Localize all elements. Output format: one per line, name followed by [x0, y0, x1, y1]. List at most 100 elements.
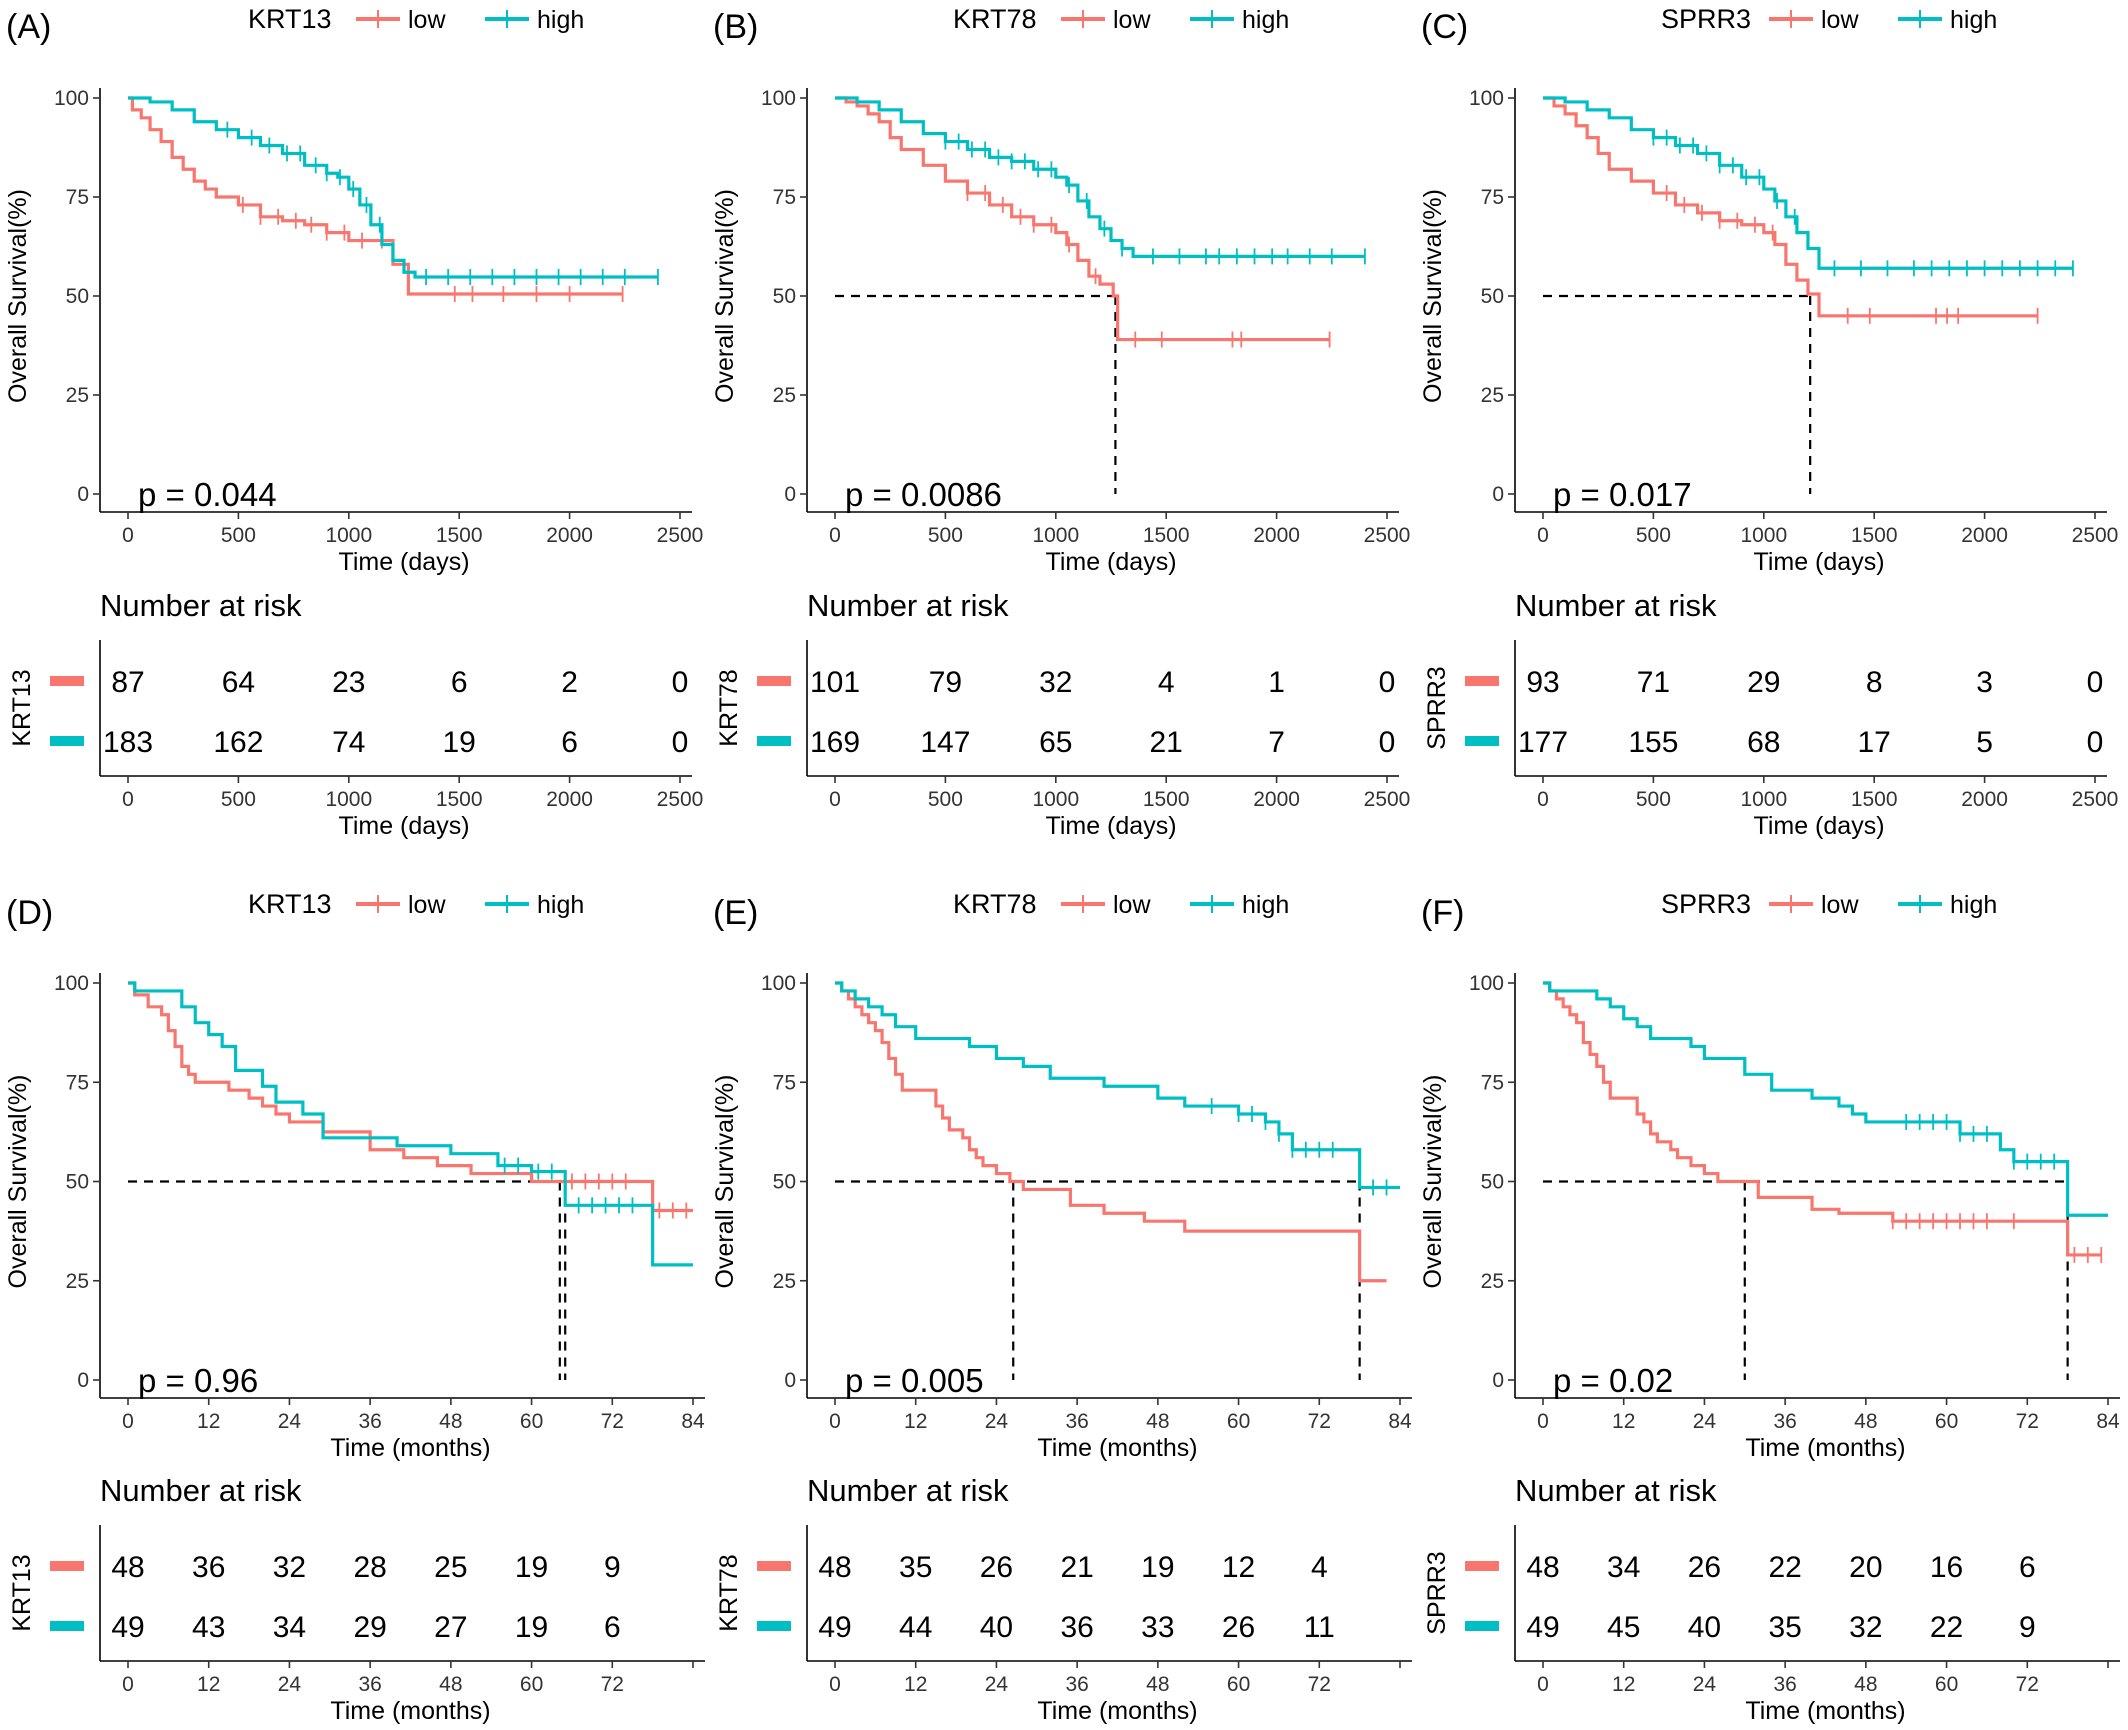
risk-x-tick-label: 72 [2016, 1673, 2039, 1696]
legend-label-low: low [408, 6, 446, 34]
risk-row-swatch-low [1465, 1561, 1499, 1571]
risk-count: 4 [1311, 1551, 1328, 1584]
risk-count: 1 [1268, 666, 1285, 699]
legend-label-high: high [1950, 891, 1997, 919]
risk-count: 44 [899, 1611, 932, 1644]
p-value: p = 0.02 [1553, 1362, 1673, 1399]
y-tick-label: 100 [54, 87, 89, 110]
risk-count: 93 [1526, 666, 1559, 699]
risk-x-tick-label: 2000 [1253, 788, 1300, 811]
risk-x-tick-label: 0 [829, 1673, 841, 1696]
risk-count: 29 [1747, 666, 1780, 699]
risk-stratum-label: SPRR3 [1423, 1551, 1451, 1634]
risk-row-swatch-high [757, 736, 791, 746]
risk-count: 23 [332, 666, 365, 699]
risk-x-tick-label: 2500 [657, 788, 704, 811]
x-tick-label: 0 [122, 524, 134, 547]
survival-curve-low [835, 96, 1330, 342]
risk-count: 49 [111, 1611, 144, 1644]
survival-curve-low [128, 96, 623, 296]
legend: SPRR3 low high [1661, 889, 1997, 919]
risk-x-tick-label: 1000 [1740, 788, 1787, 811]
x-tick-label: 500 [1636, 524, 1671, 547]
risk-count: 7 [1268, 726, 1285, 759]
x-axis-label: Time (days) [1045, 548, 1176, 576]
x-tick-label: 1500 [1851, 524, 1898, 547]
x-tick-label: 500 [928, 524, 963, 547]
risk-x-tick-label: 2000 [1961, 788, 2008, 811]
risk-table: Number at risk 48 34 26 22 20 16 6 49 45 40 35 32 22 9… [1423, 1473, 2120, 1725]
risk-count: 147 [920, 726, 970, 759]
risk-x-axis-label: Time (months) [330, 1697, 490, 1725]
x-tick-label: 48 [1854, 1410, 1877, 1433]
survival-curve-low [1543, 96, 2038, 318]
x-tick-label: 60 [520, 1410, 543, 1433]
y-axis-label: Overall Survival(%) [1419, 1075, 1447, 1289]
risk-count: 74 [332, 726, 365, 759]
risk-x-axis-label: Time (days) [1045, 812, 1176, 840]
x-axis-label: Time (months) [1745, 1434, 1905, 1462]
risk-x-tick-label: 2000 [546, 788, 593, 811]
risk-x-tick-label: 24 [1693, 1673, 1717, 1696]
risk-count: 0 [2087, 666, 2104, 699]
risk-count: 28 [353, 1551, 386, 1584]
risk-count: 101 [810, 666, 860, 699]
risk-count: 6 [604, 1611, 621, 1644]
x-tick-label: 1500 [436, 524, 483, 547]
legend-label-high: high [537, 891, 584, 919]
y-tick-label: 100 [761, 87, 796, 110]
x-tick-label: 12 [1612, 1410, 1635, 1433]
x-tick-label: 84 [681, 1410, 705, 1433]
risk-count: 33 [1141, 1611, 1174, 1644]
x-tick-label: 1000 [1740, 524, 1787, 547]
p-value: p = 0.0086 [845, 476, 1002, 513]
risk-count: 35 [1768, 1611, 1801, 1644]
legend: KRT13 low high [248, 889, 584, 919]
x-tick-label: 60 [1227, 1410, 1250, 1433]
x-tick-label: 72 [1308, 1410, 1331, 1433]
risk-count: 36 [1060, 1611, 1093, 1644]
y-tick-label: 100 [1469, 87, 1504, 110]
risk-count: 34 [1607, 1551, 1640, 1584]
x-tick-label: 1500 [1143, 524, 1190, 547]
risk-count: 45 [1607, 1611, 1640, 1644]
y-tick-label: 0 [1492, 1369, 1504, 1392]
legend-title: SPRR3 [1661, 4, 1751, 34]
x-tick-label: 2500 [657, 524, 704, 547]
legend: KRT78 low high [953, 889, 1289, 919]
legend-label-low: low [1113, 891, 1151, 919]
risk-x-tick-label: 2500 [2072, 788, 2119, 811]
risk-x-tick-label: 0 [1537, 1673, 1549, 1696]
risk-stratum-label: KRT78 [715, 669, 743, 746]
y-tick-label: 25 [66, 1270, 89, 1293]
risk-table-title: Number at risk [1515, 588, 1717, 623]
risk-count: 26 [1222, 1611, 1255, 1644]
x-tick-label: 0 [1537, 1410, 1549, 1433]
risk-count: 19 [1141, 1551, 1174, 1584]
y-tick-label: 0 [784, 483, 796, 506]
y-tick-label: 100 [1469, 972, 1504, 995]
risk-table-title: Number at risk [807, 588, 1009, 623]
y-tick-label: 25 [1481, 1270, 1504, 1293]
risk-table: Number at risk 101 79 32 4 1 0 169 147 65 21 7 0 KRT7… [715, 588, 1410, 840]
risk-row-swatch-high [1465, 736, 1499, 746]
risk-count: 12 [1222, 1551, 1255, 1584]
y-tick-label: 50 [1481, 285, 1504, 308]
risk-x-tick-label: 36 [358, 1673, 381, 1696]
legend-title: KRT78 [953, 4, 1037, 34]
panel-tag: (F) [1421, 894, 1464, 932]
y-tick-label: 0 [77, 483, 89, 506]
y-tick-label: 50 [773, 285, 796, 308]
risk-count: 17 [1858, 726, 1891, 759]
risk-row-swatch-low [50, 1561, 84, 1571]
x-tick-label: 36 [1065, 1410, 1088, 1433]
y-tick-label: 50 [66, 1171, 89, 1194]
legend-label-low: low [1821, 891, 1859, 919]
x-tick-label: 84 [2096, 1410, 2120, 1433]
y-tick-label: 100 [54, 972, 89, 995]
survival-curve-high [128, 96, 658, 279]
x-tick-label: 24 [985, 1410, 1009, 1433]
y-tick-label: 75 [773, 1071, 796, 1094]
x-tick-label: 2500 [1364, 524, 1411, 547]
